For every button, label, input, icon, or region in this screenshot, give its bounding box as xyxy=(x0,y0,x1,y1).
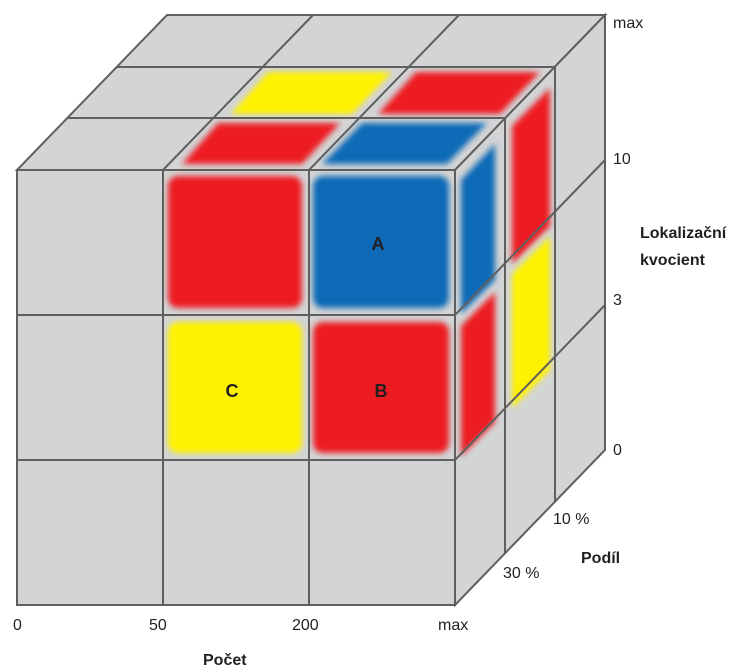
x-tick-max: max xyxy=(438,617,468,634)
x-tick-200: 200 xyxy=(292,617,319,634)
x-axis-title: Počet xyxy=(203,652,247,668)
tile-front-red xyxy=(168,176,302,308)
y-tick-3: 3 xyxy=(613,292,622,309)
grid-lines xyxy=(17,14,606,605)
z-tick-30: 30 % xyxy=(503,565,539,582)
tile-front-red-b xyxy=(313,322,449,453)
tile-right-yellow xyxy=(512,236,550,408)
x-tick-50: 50 xyxy=(149,617,167,634)
x-tick-0: 0 xyxy=(13,617,22,634)
z-tick-10: 10 % xyxy=(553,511,589,528)
cell-label-b: B xyxy=(375,381,388,401)
y-tick-10: 10 xyxy=(613,151,631,168)
cell-label-c: C xyxy=(226,381,239,401)
tile-top-red-right xyxy=(378,72,540,114)
colored-tiles xyxy=(168,72,550,456)
tile-top-red-left xyxy=(182,123,340,164)
tile-front-yellow xyxy=(168,322,302,453)
y-tick-0: 0 xyxy=(613,442,622,459)
tile-right-red-lower xyxy=(461,292,495,456)
z-axis-title: Podíl xyxy=(581,550,620,567)
y-tick-max: max xyxy=(613,15,643,32)
tile-top-blue xyxy=(322,123,487,164)
y-axis-title-line2: kvocient xyxy=(640,252,706,269)
tile-front-blue xyxy=(313,176,449,308)
tile-right-red-upper xyxy=(512,88,550,264)
y-axis-title-line1: Lokalizační xyxy=(640,225,727,242)
tile-top-yellow xyxy=(231,72,392,114)
cell-label-a: A xyxy=(372,234,385,254)
tile-right-blue xyxy=(461,144,495,314)
